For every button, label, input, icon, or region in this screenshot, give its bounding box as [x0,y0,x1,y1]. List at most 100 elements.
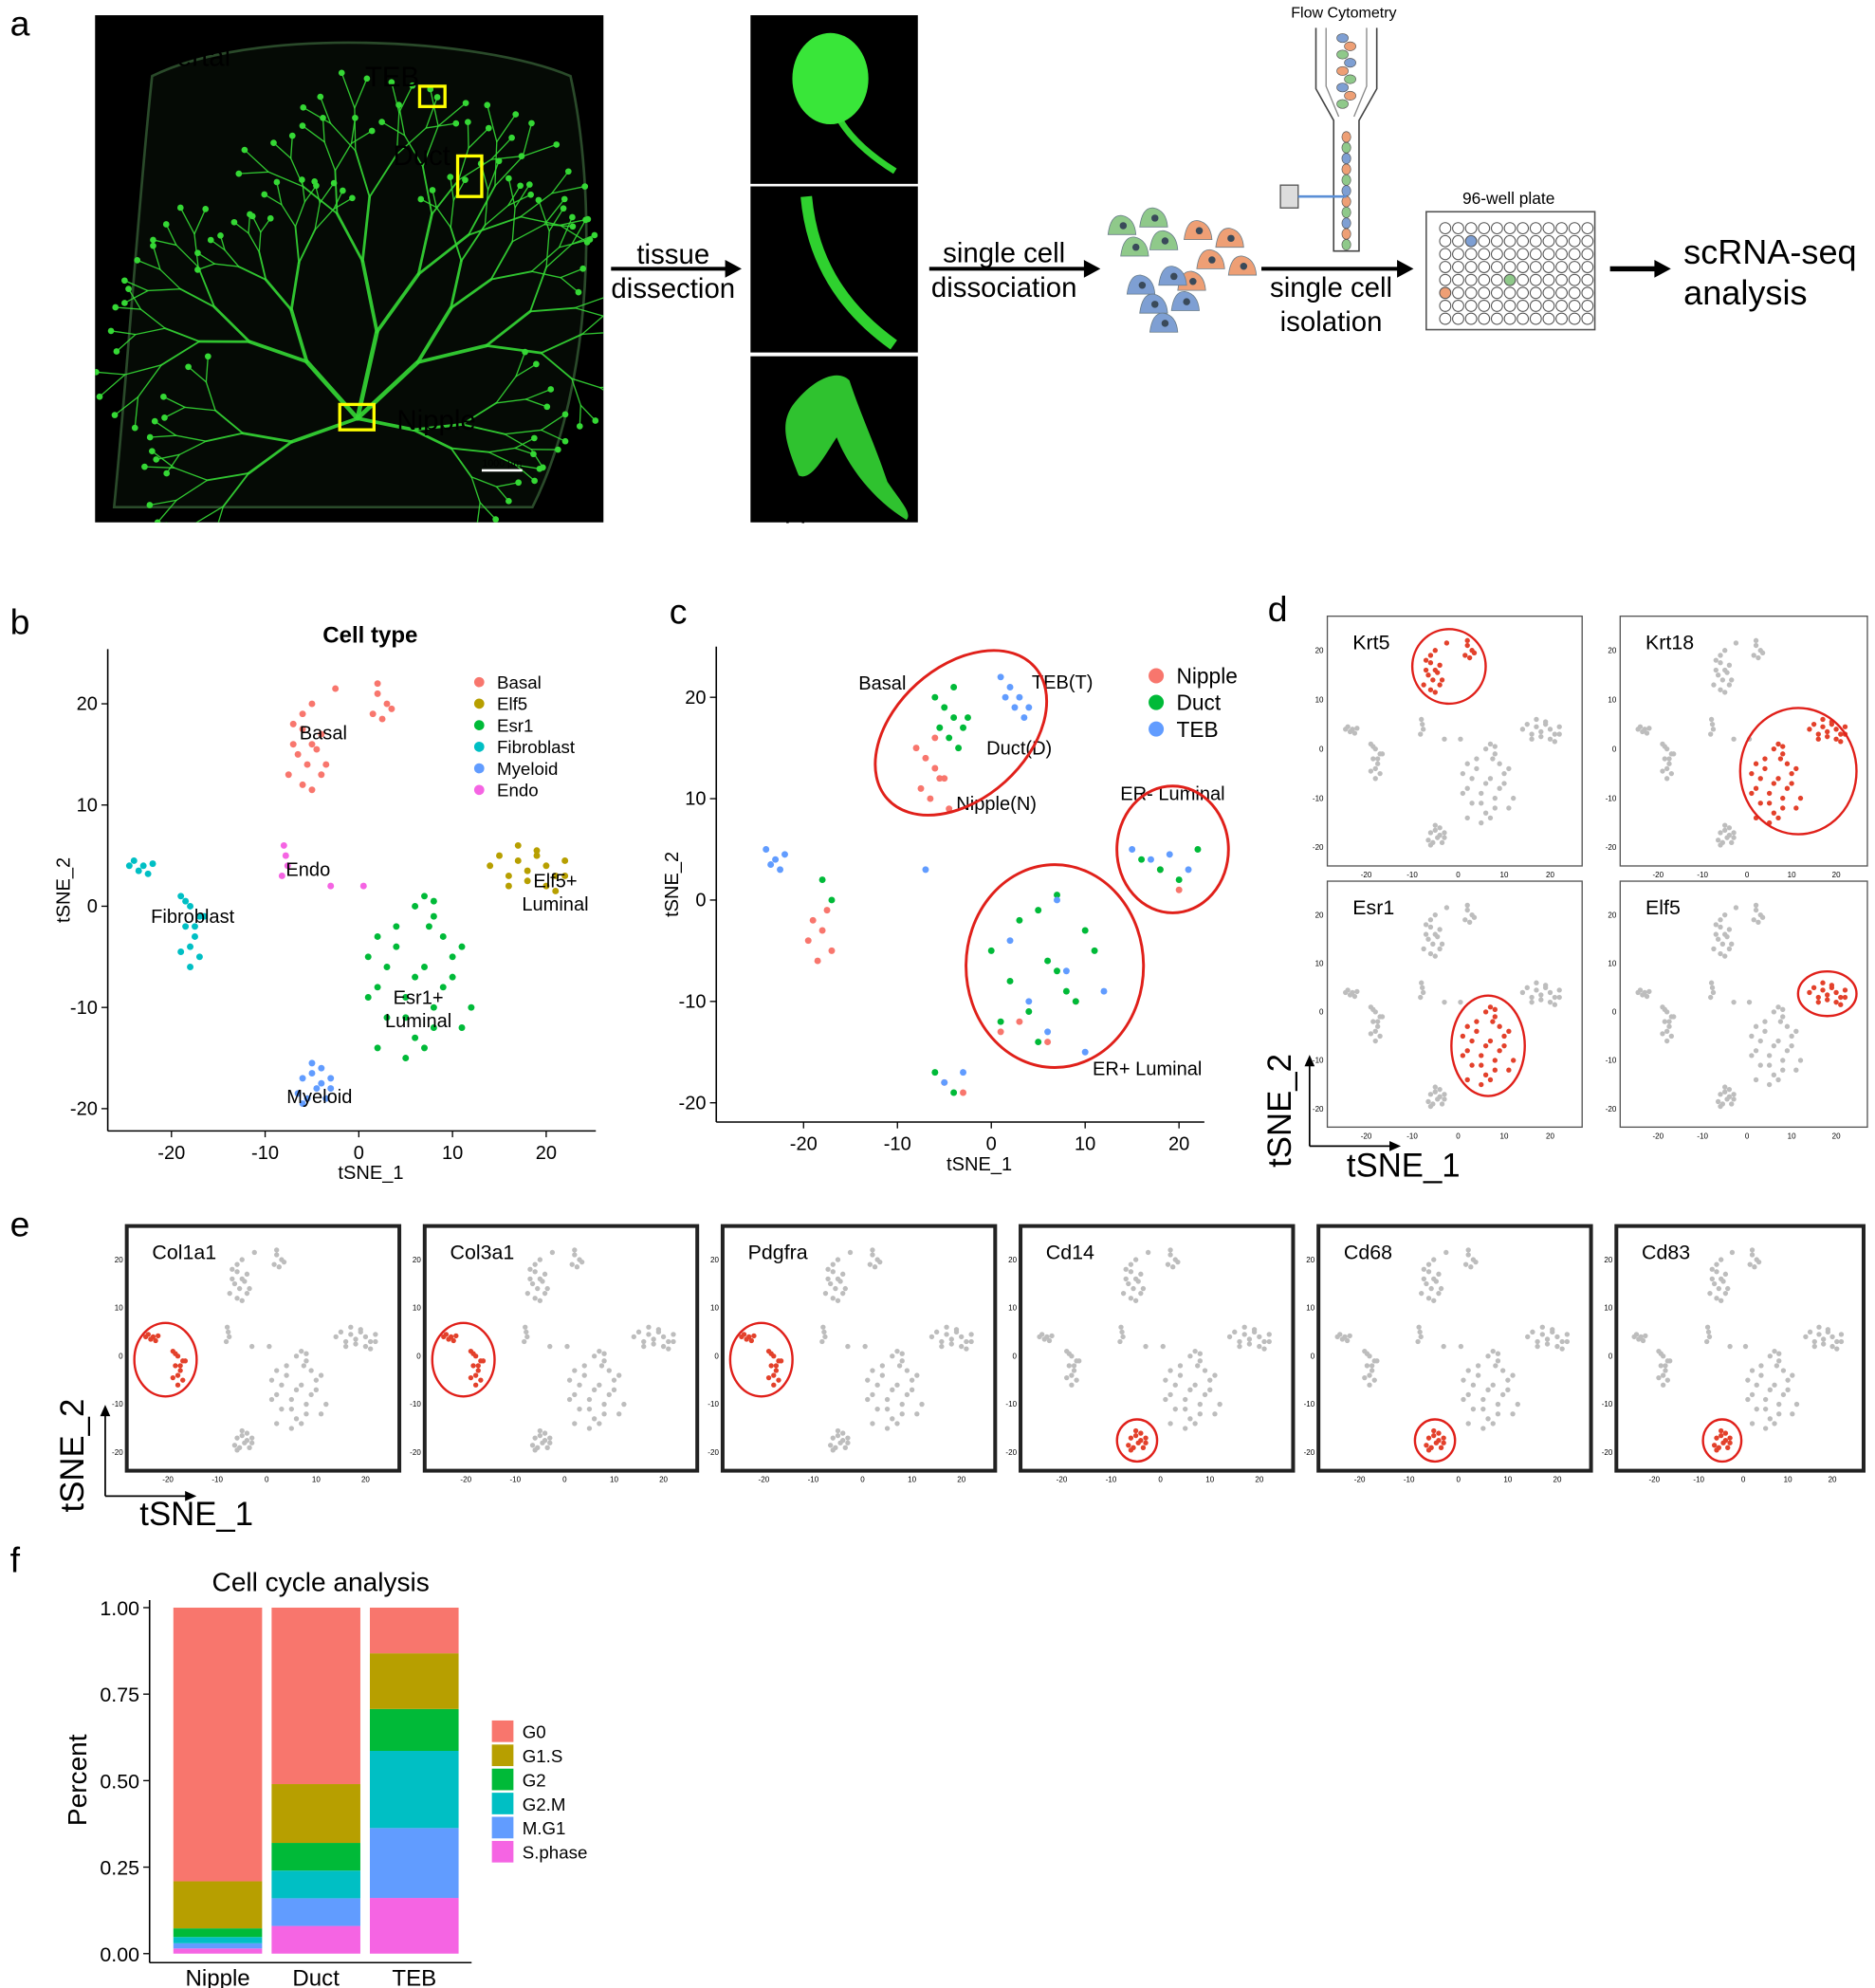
scatter-point [402,994,410,1001]
feature-y-tick: 10 [1608,695,1616,704]
feature-point [1707,994,1714,1001]
scatter-point [308,1070,316,1077]
feature-x-tick: 20 [957,1476,965,1484]
scatter-point [950,714,958,722]
feature-point [1815,994,1821,1001]
feature-point [1471,914,1478,920]
feature-point [267,1343,272,1350]
feature-point [1731,830,1737,836]
feature-point [939,1338,945,1345]
feature-point [223,1338,230,1345]
legend-swatch [473,698,485,709]
legend-label: Nipple [1176,664,1237,689]
well [1439,248,1452,261]
feature-point [1664,765,1670,772]
duct-branch [322,117,325,143]
feature-x-tick: 10 [1503,1476,1512,1484]
feature-point [1757,776,1763,782]
feature-point [835,1427,841,1434]
feature-y-tick: 10 [1604,1304,1612,1313]
bud [485,124,492,132]
feature-point [1529,994,1535,1001]
well [1529,248,1542,261]
duct-branch [461,402,498,426]
bud [241,146,248,154]
scatter-point [1025,998,1033,1005]
duct-branch [340,72,356,109]
scatter-point [285,771,292,779]
feature-point [890,1387,895,1392]
feature-point [1197,1351,1203,1356]
feature-point [1784,785,1791,791]
duct-branch [421,165,433,215]
feature-point [1261,1338,1267,1345]
feature-point [1177,1363,1184,1369]
bud [530,434,538,442]
feature-point [1497,1048,1502,1054]
bud [161,414,168,421]
feature-point [1427,924,1434,930]
bud [213,566,220,573]
feature-point [1704,1324,1711,1330]
scatter-point [917,784,925,792]
legend-swatch [491,1768,514,1791]
scatter-point [364,994,372,1001]
feature-x-tick: -10 [1693,1476,1704,1484]
feature-point [1777,1019,1784,1024]
feature-point [308,1391,314,1398]
y-tick-label: 20 [685,688,706,709]
well [1464,312,1478,325]
bud [579,265,587,272]
bud [388,79,395,86]
feature-point [1759,650,1766,656]
feature-point [606,1368,612,1373]
feature-point [1418,994,1424,1001]
feature-point [234,1447,240,1453]
feature-point [1439,1101,1445,1107]
feature-point [480,1358,487,1364]
feature-x-tick: 20 [1829,1476,1837,1484]
highlight-outline [1701,1418,1743,1463]
feature-point [1758,1363,1764,1369]
duct-branch [551,185,586,194]
feature-point [748,1337,755,1344]
feature-point [879,1363,886,1369]
feature-point [1415,1338,1421,1345]
legend-label: TEB [1176,717,1218,742]
legend-swatch [491,1840,514,1863]
feature-point [1775,815,1781,821]
feature-frame [720,1224,998,1473]
feature-point [173,1351,178,1356]
scatter-point [912,745,920,752]
bud [561,195,568,203]
duct-branch [302,124,325,143]
scatter-point [1129,846,1136,853]
legend-swatch [1149,668,1165,684]
feature-point [1718,917,1723,923]
feature-frame [1619,880,1868,1129]
duct-branch [490,137,513,160]
scatter-point [195,912,203,920]
scatter-point [1081,1048,1089,1056]
bar-segment [271,1925,360,1954]
bud [113,348,120,355]
feature-point [1241,1332,1247,1337]
scatter-point [1006,937,1014,945]
feature-x-tick: 10 [1784,1476,1792,1484]
duct-branch [541,429,566,442]
feature-point [313,1387,320,1392]
bar-segment [369,1828,459,1899]
feature-point [1432,827,1438,834]
teb-bulb [792,32,869,125]
scatter-point [927,795,934,802]
feature-point [1167,1252,1173,1258]
duct-branch [134,396,139,429]
well [1464,300,1478,312]
feature-point [773,1368,780,1373]
duct-branch [380,120,406,137]
feature-point [1126,1443,1131,1448]
duct-branch [415,305,453,364]
scatter-point [294,1090,302,1097]
scatter-point [524,877,531,885]
feature-point [1640,992,1645,998]
